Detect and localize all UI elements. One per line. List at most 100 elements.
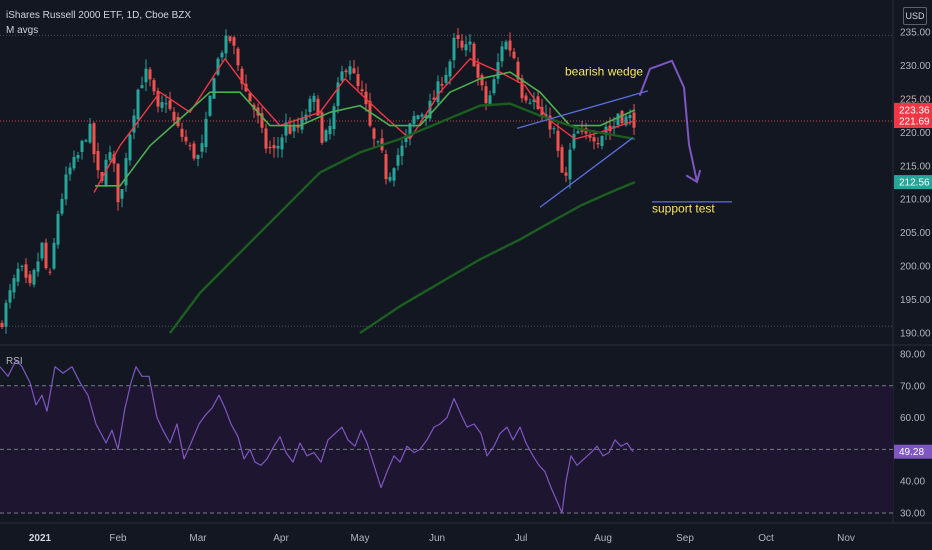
candle-up — [164, 103, 168, 105]
price-badge: 221.69 — [894, 114, 932, 129]
candle-up — [4, 302, 8, 327]
candle-down — [116, 163, 120, 203]
candle-down — [360, 89, 364, 92]
candle-down — [228, 36, 232, 42]
time-axis: 2021 Feb Mar Apr May Jun Jul Aug Sep Oct Nov — [0, 522, 932, 544]
candle-down — [520, 78, 524, 99]
candle-down — [524, 95, 528, 101]
candle-up — [208, 95, 212, 116]
candles — [0, 28, 636, 334]
candle-down — [352, 68, 356, 74]
price-badge: 223.36 — [894, 102, 932, 117]
projection-arrow — [639, 59, 698, 183]
candle-down — [368, 100, 372, 126]
price-badge-label: 223.36 — [899, 105, 930, 116]
candle-up — [204, 118, 208, 148]
candle-down — [460, 40, 464, 48]
candle-up — [336, 82, 340, 106]
rsi-tick-label: 70.00 — [900, 381, 925, 392]
candle-down — [168, 100, 172, 109]
candle-down — [96, 151, 100, 171]
candle-down — [344, 70, 348, 73]
price-tick-label: 200.00 — [900, 262, 931, 273]
candle-up — [88, 123, 92, 143]
price-tick-label: 230.00 — [900, 61, 931, 72]
candle-down — [236, 48, 240, 66]
candle-up — [8, 290, 12, 303]
candle-up — [36, 261, 40, 272]
candle-up — [424, 114, 428, 119]
candle-up — [396, 155, 400, 166]
rsi-value-bg — [894, 444, 932, 459]
price-badge-bg — [894, 175, 932, 190]
candle-up — [292, 125, 296, 132]
candle-up — [576, 131, 580, 134]
candle-up — [532, 99, 536, 103]
candle-up — [308, 98, 312, 113]
candle-down — [560, 147, 564, 173]
price-pane[interactable]: bearish wedge support test 235.00 230.00 225… — [0, 0, 932, 523]
price-badge-bg — [894, 114, 932, 129]
moving-average-slow_upper — [169, 102, 636, 334]
candle-up — [212, 78, 216, 99]
moving-average-mid — [95, 71, 636, 187]
candle-up — [40, 242, 44, 259]
candle-down — [512, 51, 516, 59]
time-tick-label: Sep — [676, 533, 694, 544]
time-tick-label: 2021 — [29, 533, 52, 544]
symbol-title: iShares Russell 2000 ETF, 1D, Cboe BZX — [6, 10, 192, 21]
candle-down — [24, 264, 28, 278]
candle-down — [180, 128, 184, 137]
time-tick-label: Feb — [109, 533, 127, 544]
time-tick-label: Jul — [515, 533, 528, 544]
candle-up — [376, 141, 380, 143]
candle-up — [428, 100, 432, 119]
candle-down — [592, 137, 596, 142]
rsi-title[interactable]: RSI — [6, 356, 23, 367]
candle-down — [264, 128, 268, 149]
candle-down — [476, 63, 480, 78]
time-tick-label: May — [351, 533, 370, 544]
time-tick-label: Nov — [837, 533, 855, 544]
rsi-tick-label: 80.00 — [900, 350, 925, 361]
candle-up — [284, 122, 288, 136]
candle-up — [552, 128, 556, 130]
candle-down — [192, 143, 196, 159]
candle-up — [468, 41, 472, 45]
candle-up — [408, 123, 412, 139]
candle-down — [440, 83, 444, 86]
moving-average-fast — [93, 58, 636, 193]
candle-up — [568, 149, 572, 180]
candle-down — [172, 111, 176, 121]
price-badge: 212.56 — [894, 175, 932, 190]
time-tick-label: Aug — [594, 533, 612, 544]
price-tick-label: 225.00 — [900, 94, 931, 105]
candle-up — [388, 176, 392, 181]
candle-up — [500, 46, 504, 62]
time-tick-label: Jun — [429, 533, 445, 544]
candle-up — [492, 79, 496, 94]
candle-down — [240, 68, 244, 84]
candle-up — [616, 113, 620, 126]
candle-down — [156, 90, 160, 107]
candle-down — [48, 271, 52, 273]
time-tick-label: Oct — [758, 533, 774, 544]
rsi-tick-label: 30.00 — [900, 509, 925, 520]
candle-down — [232, 37, 236, 46]
candle-down — [484, 86, 488, 104]
candle-up — [68, 167, 72, 175]
candle-up — [224, 35, 228, 54]
price-tick-label: 220.00 — [900, 128, 931, 139]
candle-down — [364, 91, 368, 105]
candle-down — [480, 75, 484, 86]
studies-legend[interactable]: M avgs — [6, 25, 39, 36]
candle-up — [200, 143, 204, 152]
candle-up — [60, 199, 64, 214]
candle-down — [316, 98, 320, 116]
candle-down — [556, 130, 560, 151]
price-tick-label: 235.00 — [900, 28, 931, 39]
candle-up — [496, 62, 500, 79]
currency-badge[interactable]: USD — [903, 7, 927, 25]
